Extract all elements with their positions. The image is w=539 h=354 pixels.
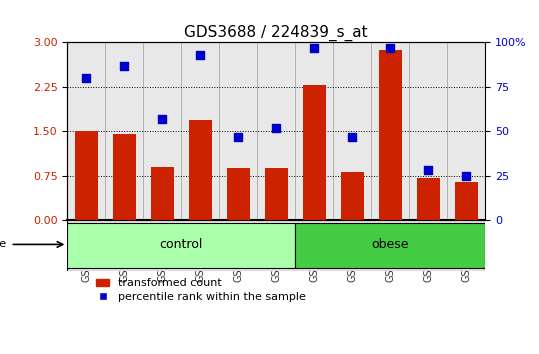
Legend: transformed count, percentile rank within the sample: transformed count, percentile rank withi… — [94, 276, 308, 304]
Point — [120, 63, 129, 68]
Point — [386, 45, 395, 51]
Point — [196, 52, 205, 58]
Bar — [379, 50, 402, 220]
Point — [462, 173, 471, 179]
Point — [272, 125, 281, 131]
Bar — [113, 134, 136, 220]
Bar — [227, 168, 250, 220]
Point — [82, 75, 91, 81]
Bar — [75, 131, 98, 220]
Text: disease state: disease state — [0, 239, 6, 250]
Point — [234, 134, 243, 139]
Title: GDS3688 / 224839_s_at: GDS3688 / 224839_s_at — [184, 25, 368, 41]
Bar — [417, 178, 439, 220]
Point — [158, 116, 167, 122]
Bar — [189, 120, 212, 220]
Bar — [295, 223, 485, 268]
Text: control: control — [160, 238, 203, 251]
Bar — [67, 223, 295, 268]
Bar — [151, 167, 174, 220]
Point — [310, 45, 319, 51]
Bar — [303, 85, 326, 220]
Bar — [455, 182, 478, 220]
Bar — [265, 168, 288, 220]
Text: obese: obese — [371, 238, 409, 251]
Bar — [341, 172, 364, 220]
Point — [424, 168, 432, 173]
Point — [348, 134, 356, 139]
